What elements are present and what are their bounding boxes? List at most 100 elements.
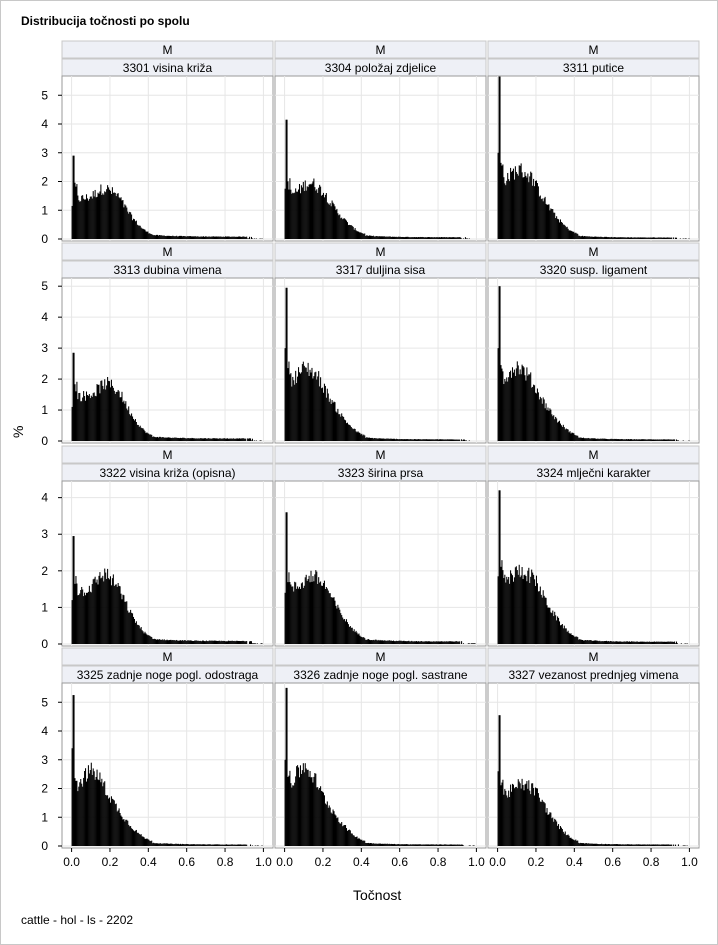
histogram-bar — [581, 235, 584, 239]
histogram-bar — [217, 438, 219, 441]
histogram-bar — [449, 439, 451, 441]
histogram-bar — [596, 236, 598, 239]
histogram-bar — [523, 367, 525, 441]
histogram-bar — [71, 600, 73, 644]
histogram-bar — [133, 420, 135, 441]
histogram-bar — [439, 844, 441, 846]
histogram-bar — [311, 777, 313, 846]
histogram-bar — [405, 439, 407, 441]
histogram-bar — [664, 844, 666, 846]
histogram-bar — [520, 788, 522, 846]
histogram-bar — [637, 439, 639, 441]
histogram-bar — [384, 438, 386, 441]
histogram-bar — [617, 844, 619, 846]
histogram-bar — [527, 173, 529, 239]
histogram-bar — [405, 236, 407, 239]
histogram-bar — [191, 236, 193, 239]
histogram-bar — [328, 204, 330, 239]
histogram-bar — [291, 193, 293, 239]
y-tick-label: 3 — [41, 341, 48, 355]
histogram-bar — [328, 401, 330, 441]
histogram-bar — [118, 391, 120, 441]
y-tick-label: 0 — [41, 434, 48, 448]
histogram-bar — [370, 235, 372, 239]
histogram-bar — [141, 836, 143, 846]
histogram-bar — [446, 237, 448, 239]
histogram-bar — [200, 640, 202, 644]
histogram-bar — [453, 237, 455, 239]
histogram-bar — [162, 437, 164, 441]
histogram-bar — [115, 803, 117, 846]
histogram-bar — [644, 237, 646, 239]
histogram-bar — [338, 607, 340, 644]
histogram-bar — [177, 236, 179, 239]
histogram-bar — [349, 225, 351, 239]
histogram-bar — [688, 440, 690, 441]
histogram-bar — [427, 439, 429, 441]
histogram-bar — [440, 844, 442, 846]
histogram-bar — [628, 844, 630, 846]
histogram-bar — [250, 236, 252, 239]
histogram-bar — [596, 438, 598, 441]
histogram-bar — [177, 640, 179, 644]
histogram-bar — [326, 388, 328, 441]
histogram-bar — [667, 439, 669, 441]
histogram-bar — [599, 236, 601, 239]
histogram-bar — [112, 799, 114, 846]
histogram-bar — [550, 612, 552, 644]
histogram-bar — [516, 788, 518, 846]
histogram-bar — [229, 844, 231, 846]
histogram-bar — [394, 641, 396, 644]
histogram-bar — [335, 411, 337, 441]
histogram-bar — [220, 844, 222, 846]
histogram-bar — [188, 236, 190, 239]
histogram-bar — [572, 432, 574, 441]
histogram-bar — [461, 844, 463, 846]
histogram-bar — [525, 175, 527, 239]
histogram-bar — [381, 843, 383, 846]
histogram-bar — [651, 439, 653, 441]
histogram-bar — [104, 568, 106, 644]
histogram-bar — [202, 236, 205, 239]
histogram-bar — [310, 570, 312, 644]
histogram-bar — [519, 577, 521, 644]
histogram-bar — [613, 438, 615, 441]
histogram-bar — [415, 641, 417, 644]
histogram-bar — [659, 237, 661, 239]
histogram-bar — [89, 770, 91, 846]
histogram-bar — [141, 228, 143, 239]
histogram-bar — [339, 609, 341, 644]
histogram-bar — [103, 389, 105, 441]
histogram-bar — [346, 422, 348, 441]
histogram-bar — [132, 829, 134, 846]
histogram-bar — [71, 748, 73, 846]
histogram-bar — [312, 378, 314, 441]
panel-sex-strip — [487, 40, 700, 59]
histogram-bar — [536, 183, 538, 239]
histogram-bar — [580, 437, 582, 441]
histogram-bar — [179, 640, 182, 644]
histogram-bar — [532, 386, 534, 441]
histogram-bar — [132, 418, 135, 441]
histogram-bar — [638, 844, 640, 846]
histogram-bar — [456, 641, 458, 644]
histogram-bar — [259, 238, 261, 239]
histogram-bar — [432, 237, 434, 239]
histogram-bar — [74, 583, 76, 644]
histogram-bar — [126, 207, 128, 239]
histogram-bar — [209, 640, 211, 644]
histogram-bar — [100, 578, 102, 644]
histogram-bar — [436, 439, 438, 441]
histogram-bar — [529, 374, 531, 441]
histogram-bar — [594, 843, 596, 846]
histogram-bar — [304, 367, 306, 441]
histogram-bar — [295, 582, 297, 644]
histogram-bar — [348, 424, 350, 441]
histogram-bar — [605, 844, 608, 846]
histogram-bar — [675, 237, 677, 239]
histogram-bar — [334, 402, 336, 441]
histogram-bar — [191, 640, 193, 644]
histogram-bar — [545, 203, 547, 239]
